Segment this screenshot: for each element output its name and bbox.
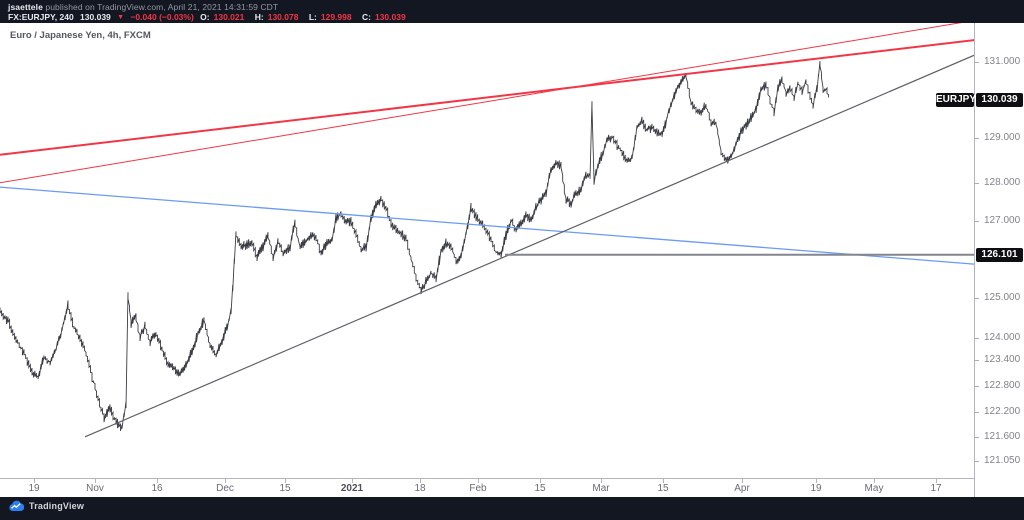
price-tick [975, 298, 979, 299]
price-tick [975, 412, 979, 413]
time-tick [95, 479, 96, 483]
time-axis-label: 15 [534, 483, 546, 494]
time-axis-label: 15 [657, 483, 669, 494]
time-axis-label: Dec [216, 483, 234, 494]
time-axis-label: Nov [86, 483, 104, 494]
price-tick [975, 461, 979, 462]
time-tick [225, 479, 226, 483]
time-tick [285, 479, 286, 483]
price-series-path [0, 61, 829, 432]
price-axis-label: 125.000 [984, 292, 1021, 303]
ohlc-high: H: 130.078 [255, 12, 303, 22]
time-axis-label: Mar [592, 483, 610, 494]
open-label: O: [200, 12, 210, 22]
time-tick [420, 479, 421, 483]
time-tick [352, 479, 353, 483]
price-axis-label: 129.000 [984, 132, 1021, 143]
time-tick [936, 479, 937, 483]
time-axis-label: Apr [734, 483, 750, 494]
time-axis-label: Feb [469, 483, 487, 494]
footer-bar: TradingView [0, 497, 1024, 520]
time-axis-label: 17 [930, 483, 942, 494]
trendline-channel-top-thick-red[interactable] [0, 39, 974, 156]
price-tick [975, 437, 979, 438]
high-label: H: [254, 12, 264, 22]
price-tick [975, 62, 979, 63]
author-name: jsaettele [8, 2, 43, 12]
symbol-info-row: FX:EURJPY, 240 130.039 ▼ −0.040 (−0.03%)… [8, 12, 414, 22]
publish-info: jsaettele published on TradingView.com, … [8, 2, 278, 12]
low-value: 129.998 [320, 12, 352, 22]
price-axis-label: 121.600 [984, 431, 1021, 442]
price-axis-label: 122.200 [984, 406, 1021, 417]
time-tick [157, 479, 158, 483]
time-tick [540, 479, 541, 483]
publish-meta: published on TradingView.com, April 21, … [42, 2, 279, 12]
price-axis-label: 124.000 [984, 332, 1021, 343]
time-axis[interactable]: 19 Nov 16 Dec 15 2021 18 Feb 15 Mar 15 Apr 19 May 17 [0, 478, 974, 497]
chart-pane[interactable] [0, 23, 974, 478]
time-tick [478, 479, 479, 483]
last-price-badge: 130.039 [976, 92, 1023, 107]
ohlc-close: C: 130.039 [362, 12, 410, 22]
cloud-logo-icon [9, 500, 24, 512]
price-tick [975, 183, 979, 184]
time-axis-label: 18 [414, 483, 426, 494]
price-axis-label: 131.000 [984, 56, 1021, 67]
time-axis-label: 2021 [340, 483, 364, 494]
trendline-rising-thin-red[interactable] [0, 23, 974, 184]
time-axis-label: 16 [151, 483, 163, 494]
symbol-label-badge: EURJPY [936, 92, 977, 107]
ohlc-open: O: 130.021 [200, 12, 248, 22]
symbol-name: FX:EURJPY, 240 [8, 12, 74, 22]
close-value: 130.039 [374, 12, 406, 22]
time-axis-label: 15 [279, 483, 291, 494]
time-axis-label: 19 [810, 483, 822, 494]
time-axis-label: May [864, 483, 884, 494]
price-axis-label: 127.000 [984, 215, 1021, 226]
key-level-badge: 126.101 [976, 247, 1023, 262]
brand-name: TradingView [29, 501, 85, 511]
price-tick [975, 338, 979, 339]
time-tick [663, 479, 664, 483]
price-axis-label: 128.000 [984, 177, 1021, 188]
time-tick [601, 479, 602, 483]
open-value: 130.021 [213, 12, 245, 22]
price-axis-label: 123.400 [984, 354, 1021, 365]
chart-panel: Euro / Japanese Yen, 4h, FXCM 19 Nov 16 Dec… [0, 23, 1024, 497]
price-axis-label: 122.800 [984, 380, 1021, 391]
tradingview-logo[interactable]: TradingView [8, 500, 84, 512]
pane-title: Euro / Japanese Yen, 4h, FXCM [10, 30, 151, 41]
price-tick [975, 360, 979, 361]
close-label: C: [361, 12, 371, 22]
price-axis-label: 121.050 [984, 455, 1021, 466]
trendline-declining-blue[interactable] [0, 186, 974, 265]
time-tick [816, 479, 817, 483]
trendline-support-diagonal[interactable] [84, 54, 974, 438]
time-tick [742, 479, 743, 483]
price-change: −0.040 (−0.03%) [130, 12, 194, 22]
down-arrow-icon: ▼ [117, 14, 125, 21]
header-bar: jsaettele published on TradingView.com, … [8, 0, 1024, 23]
price-tick [975, 386, 979, 387]
price-tick [975, 138, 979, 139]
time-tick [874, 479, 875, 483]
last-price: 130.039 [80, 12, 111, 22]
ohlc-low: L: 129.998 [309, 12, 356, 22]
time-tick [34, 479, 35, 483]
high-value: 130.078 [267, 12, 299, 22]
time-axis-label: 19 [28, 483, 40, 494]
low-label: L: [308, 12, 317, 22]
price-tick [975, 221, 979, 222]
